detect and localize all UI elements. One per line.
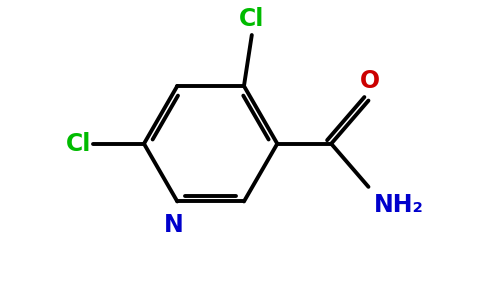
Text: O: O bbox=[361, 69, 380, 93]
Text: NH₂: NH₂ bbox=[374, 193, 424, 217]
Text: Cl: Cl bbox=[66, 132, 91, 156]
Text: Cl: Cl bbox=[239, 7, 264, 31]
Text: N: N bbox=[164, 213, 183, 237]
